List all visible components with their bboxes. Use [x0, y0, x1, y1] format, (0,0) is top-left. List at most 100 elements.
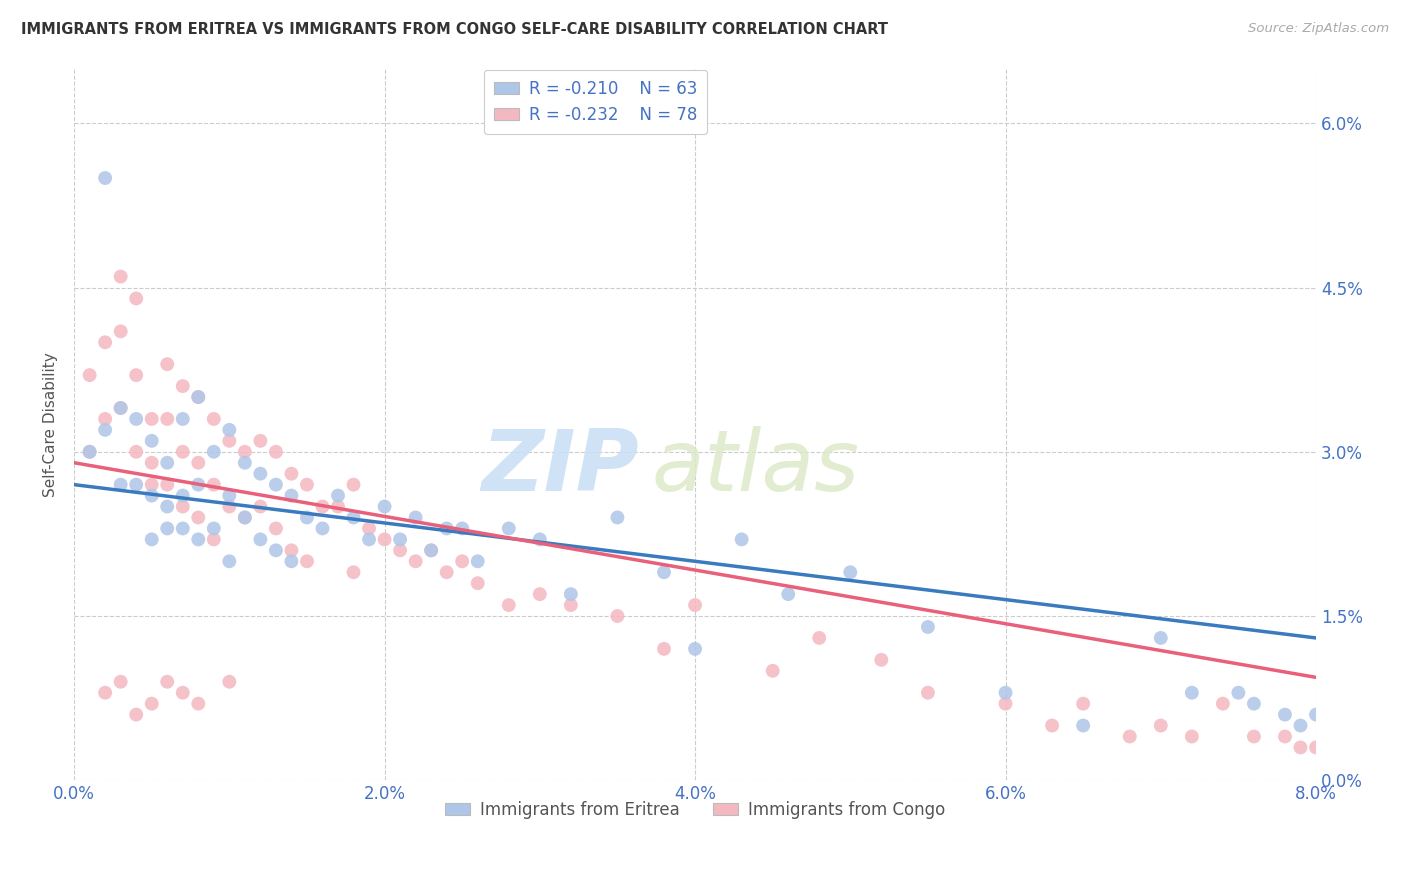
- Point: [79, 444, 101, 458]
- Point: [141, 456, 163, 470]
- Point: [218, 674, 240, 689]
- Point: [156, 500, 179, 514]
- Point: [94, 171, 117, 186]
- Point: [125, 412, 148, 426]
- Point: [249, 434, 271, 448]
- Y-axis label: Self-Care Disability: Self-Care Disability: [44, 352, 58, 497]
- Point: [1289, 718, 1312, 732]
- Point: [357, 521, 380, 535]
- Point: [79, 444, 101, 458]
- Point: [187, 390, 209, 404]
- Point: [389, 543, 412, 558]
- Point: [1274, 707, 1296, 722]
- Legend: Immigrants from Eritrea, Immigrants from Congo: Immigrants from Eritrea, Immigrants from…: [439, 794, 952, 825]
- Point: [187, 390, 209, 404]
- Point: [1243, 730, 1265, 744]
- Point: [156, 521, 179, 535]
- Point: [218, 423, 240, 437]
- Point: [374, 533, 396, 547]
- Point: [389, 533, 412, 547]
- Point: [110, 401, 132, 415]
- Point: [218, 500, 240, 514]
- Point: [762, 664, 785, 678]
- Point: [202, 444, 225, 458]
- Text: ZIP: ZIP: [481, 425, 640, 508]
- Point: [1150, 718, 1173, 732]
- Point: [280, 554, 302, 568]
- Point: [730, 533, 752, 547]
- Point: [233, 510, 256, 524]
- Point: [498, 598, 520, 612]
- Point: [405, 554, 427, 568]
- Point: [202, 477, 225, 491]
- Point: [187, 456, 209, 470]
- Point: [156, 412, 179, 426]
- Point: [172, 500, 194, 514]
- Point: [374, 500, 396, 514]
- Point: [295, 510, 318, 524]
- Point: [342, 477, 364, 491]
- Point: [683, 598, 706, 612]
- Point: [125, 477, 148, 491]
- Point: [606, 510, 628, 524]
- Point: [141, 477, 163, 491]
- Point: [172, 521, 194, 535]
- Point: [280, 467, 302, 481]
- Point: [94, 686, 117, 700]
- Point: [141, 533, 163, 547]
- Point: [218, 554, 240, 568]
- Point: [1243, 697, 1265, 711]
- Point: [94, 423, 117, 437]
- Point: [529, 587, 551, 601]
- Point: [808, 631, 831, 645]
- Point: [994, 697, 1017, 711]
- Point: [560, 598, 582, 612]
- Point: [264, 521, 287, 535]
- Point: [249, 467, 271, 481]
- Point: [233, 510, 256, 524]
- Point: [606, 609, 628, 624]
- Point: [1071, 697, 1094, 711]
- Point: [420, 543, 443, 558]
- Point: [110, 269, 132, 284]
- Point: [218, 434, 240, 448]
- Point: [1181, 686, 1204, 700]
- Point: [125, 707, 148, 722]
- Point: [683, 641, 706, 656]
- Point: [405, 510, 427, 524]
- Point: [1274, 730, 1296, 744]
- Point: [560, 587, 582, 601]
- Point: [79, 368, 101, 383]
- Point: [295, 477, 318, 491]
- Point: [172, 686, 194, 700]
- Point: [498, 521, 520, 535]
- Point: [870, 653, 893, 667]
- Point: [249, 533, 271, 547]
- Point: [125, 368, 148, 383]
- Point: [233, 456, 256, 470]
- Point: [342, 510, 364, 524]
- Point: [125, 292, 148, 306]
- Point: [110, 324, 132, 338]
- Point: [436, 566, 458, 580]
- Point: [467, 554, 489, 568]
- Point: [218, 489, 240, 503]
- Point: [172, 379, 194, 393]
- Point: [311, 521, 333, 535]
- Point: [156, 357, 179, 371]
- Point: [467, 576, 489, 591]
- Point: [1227, 686, 1250, 700]
- Point: [94, 335, 117, 350]
- Point: [249, 500, 271, 514]
- Point: [125, 444, 148, 458]
- Point: [187, 477, 209, 491]
- Point: [110, 401, 132, 415]
- Point: [141, 489, 163, 503]
- Point: [451, 521, 474, 535]
- Point: [187, 510, 209, 524]
- Point: [233, 444, 256, 458]
- Point: [110, 477, 132, 491]
- Point: [94, 412, 117, 426]
- Point: [529, 533, 551, 547]
- Point: [141, 412, 163, 426]
